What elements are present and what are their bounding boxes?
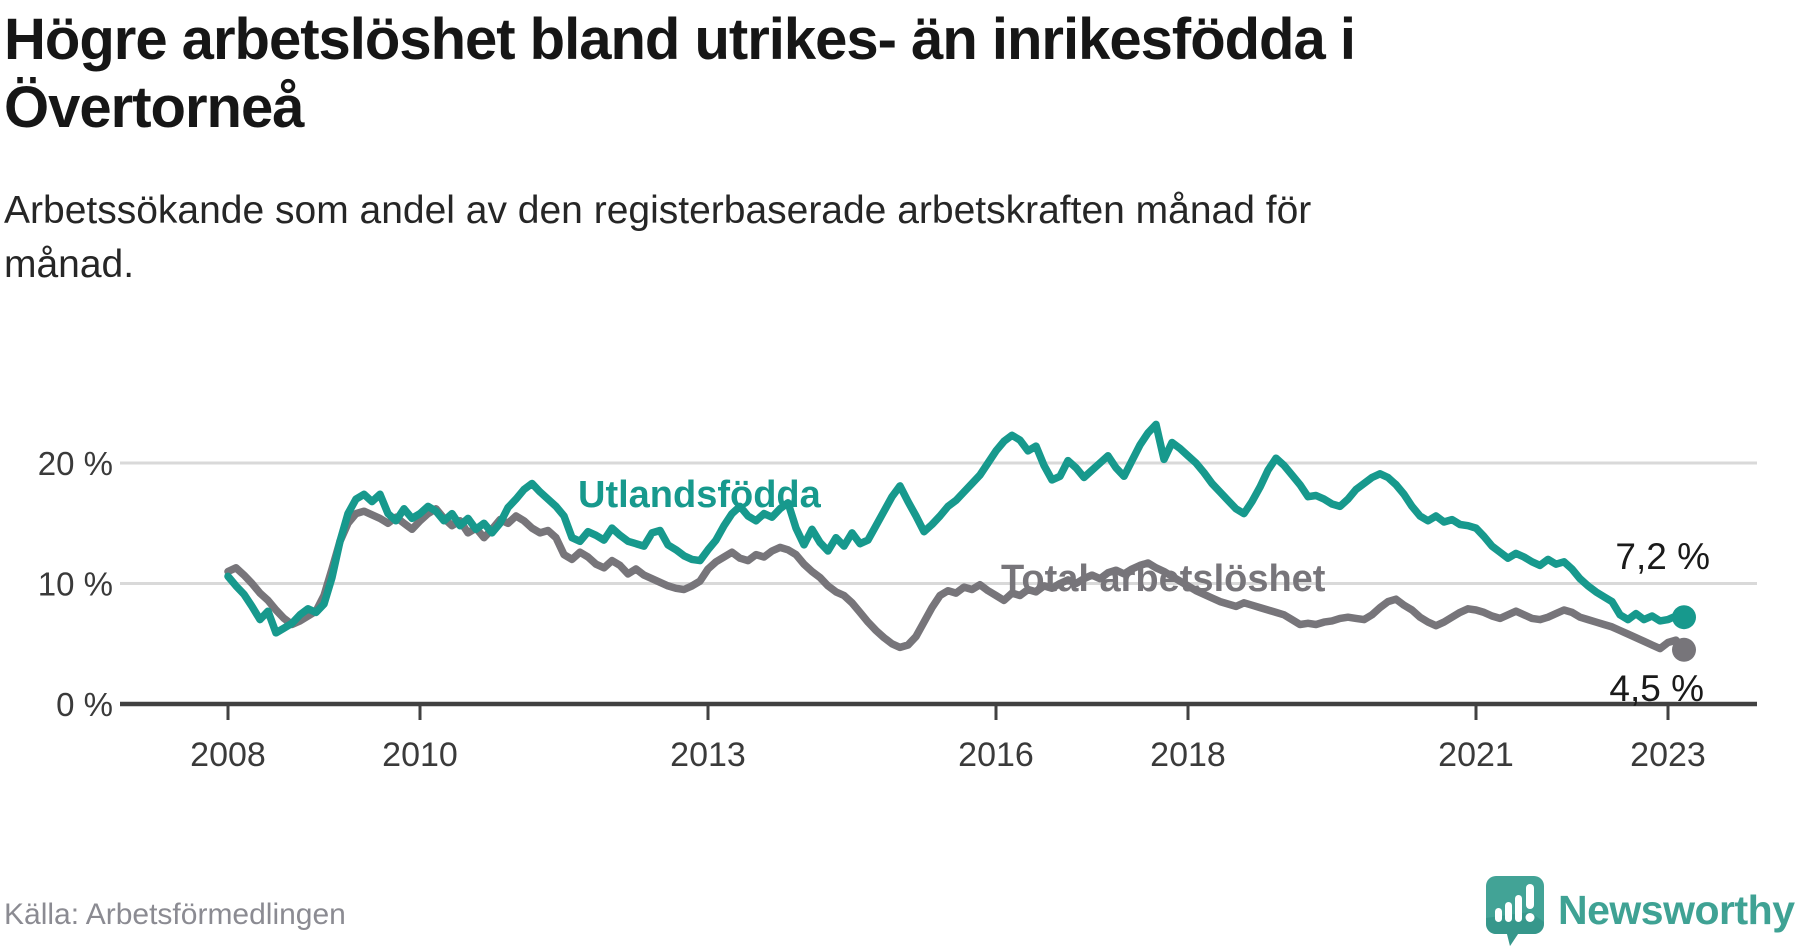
y-axis-tick-label: 0 % (56, 686, 113, 723)
x-axis-tick-label: 2010 (382, 736, 458, 774)
chart-subtitle-line-1: Arbetssökande som andel av den registerb… (4, 189, 1312, 232)
series-label-utlandsfodda: Utlandsfödda (578, 474, 821, 516)
series-end-dot-1 (1672, 637, 1696, 662)
chart-title-line-2: Övertorneå (4, 75, 304, 141)
newsworthy-speech-bubble-bar-chart-icon (1486, 876, 1544, 946)
chart-title-line-1: Högre arbetslöshet bland utrikes- än inr… (4, 7, 1356, 72)
series-line-1 (224, 505, 1688, 654)
chart-title: Högre arbetslöshet bland utrikes- än inr… (4, 6, 1744, 143)
end-value-label-utlandsfodda: 7,2 % (1615, 536, 1710, 577)
newsworthy-logo[interactable]: Newsworthy (1484, 872, 1796, 948)
newsworthy-logo-text: Newsworthy (1558, 886, 1795, 933)
y-axis-tick-label: 20 % (38, 445, 113, 482)
x-axis-tick-label: 2021 (1438, 736, 1514, 774)
chart-subtitle-line-2: månad. (4, 242, 135, 286)
series-line-0 (224, 420, 1688, 637)
chart-subtitle: Arbetssökande som andel av den registerb… (4, 184, 1504, 292)
source-attribution: Källa: Arbetsförmedlingen (4, 898, 346, 931)
x-axis-tick-label: 2016 (958, 736, 1034, 774)
line-chart-plot-area: 0 % 10 % 20 % 2008 2010 2013 2016 2018 2021 2023 (38, 420, 1757, 774)
x-axis-tick-label: 2018 (1150, 736, 1226, 774)
x-axis-tick-label: 2023 (1630, 736, 1706, 774)
series-label-total-arbetsloshet: Total arbetslöshet (1001, 558, 1326, 600)
x-axis-tick-label: 2008 (190, 736, 266, 774)
series-end-dot-0 (1672, 605, 1696, 630)
x-axis-tick-label: 2013 (670, 736, 746, 774)
y-axis-tick-label: 10 % (38, 566, 113, 603)
end-value-label-total: 4,5 % (1609, 668, 1704, 709)
